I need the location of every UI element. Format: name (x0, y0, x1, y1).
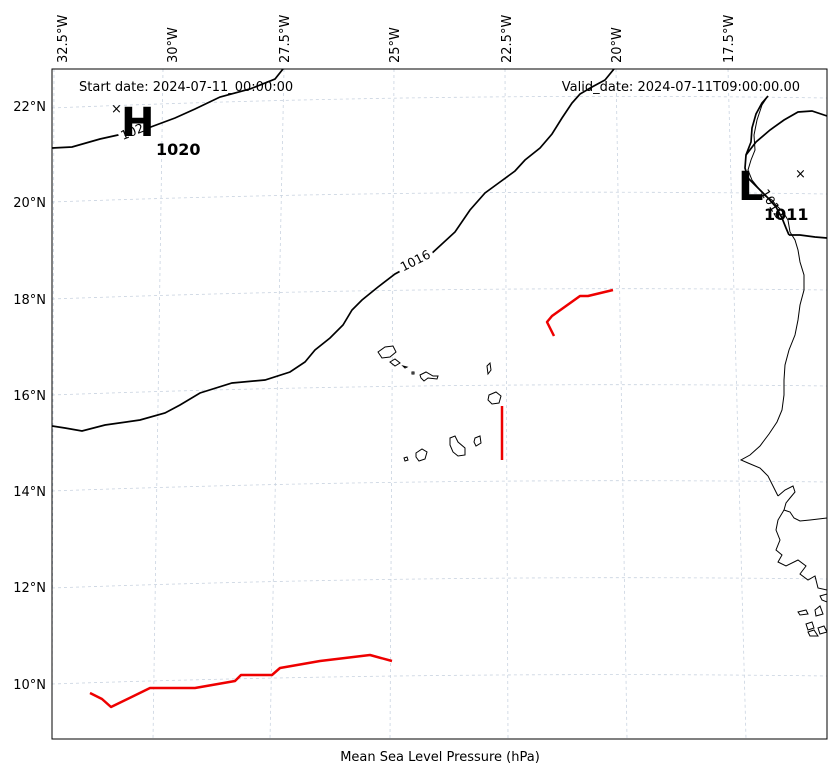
lat-label-20n: 20°N (13, 196, 46, 211)
island-sao-vicente (389, 358, 401, 367)
high-pressure-value: 1020 (156, 140, 201, 159)
lon-label-17-5w: 17.5°W (722, 15, 737, 63)
lat-label-14n: 14°N (13, 485, 46, 500)
lat-label-18n: 18°N (13, 293, 46, 308)
island-santiago (449, 435, 466, 457)
island-brava (403, 456, 409, 462)
island-sao-nicolau-main (419, 371, 439, 382)
lat-label-16n: 16°N (13, 389, 46, 404)
lat-label-12n: 12°N (13, 581, 46, 596)
latitude-axis: 22°N 20°N 18°N 16°N 14°N 12°N 10°N (13, 100, 46, 693)
front-north (545, 288, 614, 337)
cape-verde-islands (377, 345, 502, 462)
low-centre-marker-icon: × (795, 167, 806, 182)
meridian-30w (152, 69, 164, 739)
parallel-10n (52, 674, 827, 685)
map-caption: Mean Sea Level Pressure (hPa) (340, 750, 540, 765)
coast-mauritania-senegal (739, 95, 805, 497)
low-pressure-value: 1011 (764, 205, 809, 224)
african-coastline (739, 95, 827, 637)
lon-label-30w: 30°W (166, 27, 181, 63)
isobar-1020 (52, 69, 284, 149)
isobars (52, 69, 827, 432)
coast-gambia (777, 485, 827, 522)
parallel-20n (52, 191, 827, 203)
lon-label-25w: 25°W (388, 27, 403, 63)
coast-bijagos-c (805, 621, 815, 631)
meridian-20w (615, 69, 628, 739)
lat-label-10n: 10°N (13, 678, 46, 693)
coast-guinea (819, 593, 827, 603)
parallel-12n (52, 577, 827, 589)
isobar-1012-south (789, 234, 827, 239)
map-frame (51, 68, 828, 740)
graticule (52, 69, 827, 739)
island-boa-vista (487, 391, 502, 405)
valid-date-label: Valid_date: 2024-07-11T09:00:00.00 (562, 80, 800, 95)
island-sal (486, 361, 492, 376)
longitude-axis: 32.5°W 30°W 27.5°W 25°W 22.5°W 20°W 17.5… (56, 15, 737, 63)
isobar-label-1016: 1016 (398, 247, 433, 275)
parallel-14n (52, 480, 827, 492)
start-date-label: Start date: 2024-07-11_00:00:00 (79, 80, 293, 95)
parallel-22n (52, 95, 827, 109)
coast-bijagos-a (797, 609, 809, 616)
lon-label-32-5w: 32.5°W (56, 15, 71, 63)
high-pressure-centre: × H 1020 (111, 100, 201, 159)
coast-bijagos-e (817, 625, 827, 635)
coast-bijagos-b (814, 605, 824, 617)
coast-bijagos-d (807, 629, 819, 637)
island-sao-nicolau (411, 371, 415, 375)
parallel-16n (52, 384, 827, 396)
high-pressure-symbol: H (121, 100, 154, 146)
island-santo-antao (377, 345, 397, 359)
lon-label-27-5w: 27.5°W (278, 15, 293, 63)
isobar-1016 (52, 69, 615, 432)
fronts (89, 288, 614, 709)
front-south (89, 653, 393, 709)
isobar-1012-west (744, 95, 790, 236)
island-santa-luzia (401, 365, 409, 369)
low-pressure-symbol: L (738, 164, 764, 210)
meridian-27-5w (269, 69, 285, 739)
meridian-17-5w (727, 69, 747, 739)
high-centre-marker-icon: × (111, 102, 122, 117)
lat-label-22n: 22°N (13, 100, 46, 115)
island-maio (473, 435, 482, 447)
island-fogo (415, 448, 428, 462)
meridian-25w (389, 69, 395, 739)
lon-label-20w: 20°W (610, 27, 625, 63)
meridian-22-5w (504, 69, 509, 739)
low-pressure-centre: × L 1011 (738, 164, 809, 224)
isobar-1012-east (745, 110, 827, 156)
coast-guinea-bissau (775, 509, 827, 591)
lon-label-22-5w: 22.5°W (500, 15, 515, 63)
parallel-18n (52, 288, 827, 300)
